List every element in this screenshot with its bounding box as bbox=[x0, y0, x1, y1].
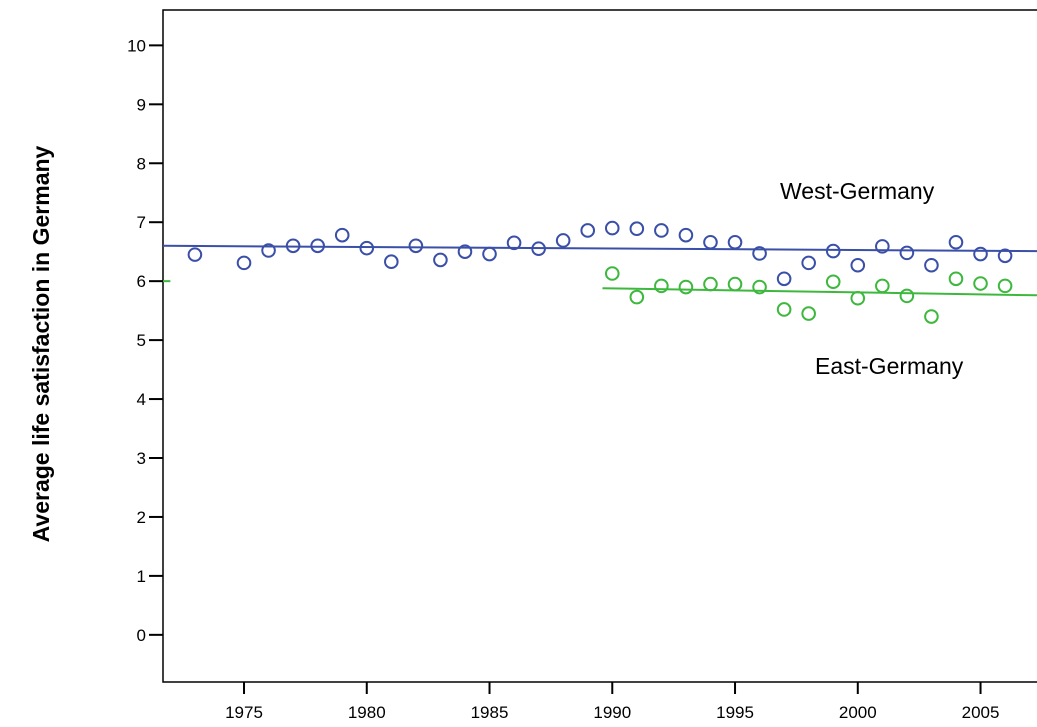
east-germany-point bbox=[776, 302, 792, 317]
x-tick-label: 1985 bbox=[471, 703, 509, 722]
y-tick-label: 4 bbox=[137, 390, 146, 409]
west-germany-point bbox=[482, 246, 497, 262]
trend-lines bbox=[162, 244, 1037, 297]
west-germany-point bbox=[727, 234, 743, 250]
west-germany-point bbox=[531, 241, 546, 257]
y-tick-label: 1 bbox=[137, 567, 146, 586]
east-germany-point bbox=[875, 278, 890, 294]
west-germany-point bbox=[752, 246, 767, 261]
east-germany-point bbox=[948, 271, 964, 287]
west-germany-point bbox=[899, 245, 915, 261]
y-tick-label: 8 bbox=[137, 154, 146, 173]
west-germany-point bbox=[555, 233, 571, 248]
west-germany-point bbox=[654, 223, 669, 238]
east-germany-point bbox=[899, 288, 915, 304]
west-germany-label: West-Germany bbox=[780, 178, 935, 204]
west-germany-point bbox=[433, 252, 448, 268]
y-tick-label: 5 bbox=[137, 331, 146, 350]
west-germany-point bbox=[924, 257, 939, 273]
y-axis-title: Average life satisfaction in Germany bbox=[28, 145, 54, 542]
west-germany-point bbox=[580, 223, 596, 238]
x-tick-label: 2005 bbox=[962, 703, 1000, 722]
east-germany-point bbox=[654, 278, 669, 294]
y-tick-label: 10 bbox=[127, 36, 146, 55]
west-germany-point bbox=[604, 220, 620, 236]
west-germany-point bbox=[408, 238, 424, 254]
y-tick-label: 7 bbox=[137, 213, 146, 232]
west-germany-point bbox=[384, 254, 399, 270]
chart-labels: West-Germany East-Germany Average life s… bbox=[28, 145, 964, 542]
y-tick-label: 2 bbox=[137, 508, 146, 527]
west-germany-point bbox=[506, 235, 522, 251]
west-germany-trend-line bbox=[162, 244, 1037, 253]
west-germany-point bbox=[261, 243, 276, 258]
y-tick-label: 0 bbox=[137, 626, 146, 645]
east-germany-point bbox=[801, 306, 816, 321]
west-germany-point bbox=[776, 271, 792, 287]
plot-frame bbox=[162, 9, 1037, 683]
west-germany-point bbox=[310, 238, 325, 254]
west-germany-point bbox=[187, 247, 203, 262]
west-germany-point bbox=[973, 246, 988, 262]
west-germany-point bbox=[334, 227, 350, 243]
west-germany-point bbox=[703, 234, 718, 250]
east-germany-point bbox=[924, 309, 939, 324]
east-germany-point bbox=[629, 289, 645, 305]
x-tick-label: 1990 bbox=[593, 703, 631, 722]
east-germany-point bbox=[825, 274, 841, 290]
east-germany-point bbox=[973, 276, 988, 291]
y-tick-label: 6 bbox=[137, 272, 146, 291]
east-germany-point bbox=[850, 290, 866, 306]
east-germany-trend-line bbox=[602, 287, 1037, 297]
west-germany-point bbox=[457, 244, 473, 259]
west-germany-point bbox=[801, 255, 816, 271]
east-germany-label: East-Germany bbox=[815, 353, 964, 379]
data-points bbox=[187, 220, 1013, 324]
west-germany-point bbox=[850, 257, 866, 273]
axes: 0 1 2 3 4 5 6 7 8 9 10 1975 1980 1985 1990 1995 2000 2005 bbox=[127, 9, 1037, 722]
x-tick-label: 1975 bbox=[225, 703, 263, 722]
east-germany-point bbox=[703, 276, 718, 292]
west-germany-point bbox=[825, 243, 841, 259]
x-tick-label: 1980 bbox=[348, 703, 386, 722]
x-tick-label: 1995 bbox=[716, 703, 754, 722]
y-tick-label: 9 bbox=[137, 95, 146, 114]
y-tick-label: 3 bbox=[137, 449, 146, 468]
east-germany-point bbox=[997, 278, 1013, 294]
west-germany-point bbox=[997, 248, 1013, 264]
east-germany-point bbox=[678, 279, 694, 295]
west-germany-point bbox=[359, 240, 375, 256]
west-germany-point bbox=[678, 227, 694, 243]
west-germany-point bbox=[285, 238, 301, 254]
west-germany-point bbox=[629, 221, 645, 236]
west-germany-point bbox=[948, 234, 964, 250]
east-germany-point bbox=[604, 266, 620, 281]
x-tick-label: 2000 bbox=[839, 703, 877, 722]
west-germany-point bbox=[236, 255, 252, 271]
west-germany-point bbox=[875, 239, 890, 254]
east-germany-point bbox=[752, 279, 767, 295]
east-germany-point bbox=[727, 276, 743, 292]
